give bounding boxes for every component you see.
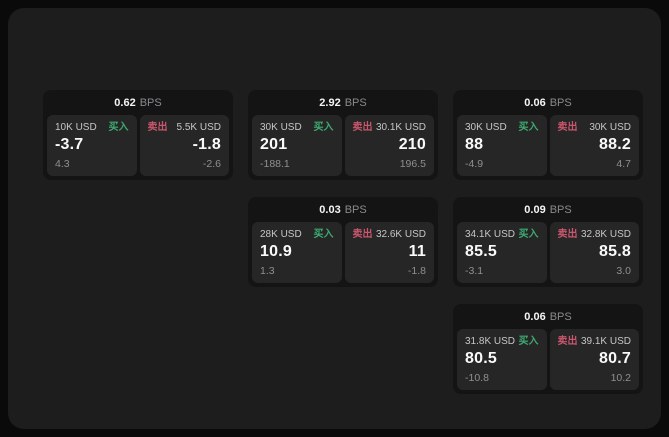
bps-unit-label: BPS (549, 310, 572, 323)
sell-price: 80.7 (599, 350, 631, 367)
buy-tile[interactable]: 28K USD 买入 10.9 1.3 (252, 222, 342, 283)
quote-card: 0.03 BPS 28K USD 买入 10.9 1.3 卖出 32.6K US… (248, 197, 438, 287)
bps-value: 0.62 (114, 96, 136, 109)
bps-header: 0.09 BPS (453, 197, 643, 222)
bps-unit-label: BPS (344, 203, 367, 216)
buy-amount: 34.1K USD (465, 229, 516, 240)
buy-side-label: 买入 (313, 229, 334, 240)
sell-tile[interactable]: 卖出 32.6K USD 11 -1.8 (344, 222, 434, 283)
bps-value: 0.06 (524, 96, 546, 109)
buy-amount: 28K USD (260, 229, 302, 240)
sell-tile[interactable]: 卖出 39.1K USD 80.7 10.2 (549, 329, 639, 390)
buy-amount: 10K USD (55, 122, 97, 133)
quote-body: 30K USD 买入 201 -188.1 卖出 30.1K USD 210 1… (248, 115, 438, 180)
bps-unit-label: BPS (549, 203, 572, 216)
buy-amount: 30K USD (465, 122, 507, 133)
sell-price: 85.8 (599, 243, 631, 260)
sell-tile[interactable]: 卖出 32.8K USD 85.8 3.0 (549, 222, 639, 283)
buy-side-label: 买入 (313, 122, 334, 133)
sell-change: 4.7 (616, 158, 631, 170)
buy-tile[interactable]: 30K USD 买入 88 -4.9 (457, 115, 547, 176)
bps-value: 0.06 (524, 310, 546, 323)
sell-tile[interactable]: 卖出 30K USD 88.2 4.7 (549, 115, 639, 176)
sell-change: -1.8 (407, 265, 426, 277)
sell-amount: 39.1K USD (580, 336, 631, 347)
quote-card: 2.92 BPS 30K USD 买入 201 -188.1 卖出 30.1K … (248, 90, 438, 180)
buy-change: -4.9 (465, 158, 484, 170)
sell-side-label: 卖出 (147, 122, 168, 133)
sell-price: 88.2 (599, 136, 631, 153)
bps-value: 2.92 (319, 96, 341, 109)
quote-card: 0.06 BPS 30K USD 买入 88 -4.9 卖出 30K USD (453, 90, 643, 180)
buy-change: 4.3 (55, 158, 70, 170)
buy-tile[interactable]: 34.1K USD 买入 85.5 -3.1 (457, 222, 547, 283)
sell-change: 3.0 (616, 265, 631, 277)
buy-amount: 31.8K USD (465, 336, 516, 347)
sell-amount: 5.5K USD (176, 122, 221, 133)
sell-side-label: 卖出 (352, 229, 373, 240)
sell-amount: 30K USD (589, 122, 631, 133)
bps-header: 0.06 BPS (453, 90, 643, 115)
buy-change: -188.1 (260, 158, 290, 170)
sell-side-label: 卖出 (352, 122, 373, 133)
buy-tile[interactable]: 10K USD 买入 -3.7 4.3 (47, 115, 137, 176)
buy-price: 85.5 (465, 243, 497, 260)
buy-price: 80.5 (465, 350, 497, 367)
main-panel: 0.62 BPS 10K USD 买入 -3.7 4.3 卖出 5.5K USD (8, 8, 661, 429)
quote-body: 34.1K USD 买入 85.5 -3.1 卖出 32.8K USD 85.8… (453, 222, 643, 287)
quote-body: 28K USD 买入 10.9 1.3 卖出 32.6K USD 11 -1.8 (248, 222, 438, 287)
buy-amount: 30K USD (260, 122, 302, 133)
buy-change: -10.8 (465, 372, 489, 384)
buy-change: -3.1 (465, 265, 484, 277)
quote-card: 0.62 BPS 10K USD 买入 -3.7 4.3 卖出 5.5K USD (43, 90, 233, 180)
sell-side-label: 卖出 (557, 122, 578, 133)
bps-value: 0.03 (319, 203, 341, 216)
sell-amount: 30.1K USD (375, 122, 426, 133)
sell-change: 196.5 (399, 158, 426, 170)
buy-side-label: 买入 (108, 122, 129, 133)
buy-change: 1.3 (260, 265, 275, 277)
bps-header: 0.03 BPS (248, 197, 438, 222)
buy-tile[interactable]: 31.8K USD 买入 80.5 -10.8 (457, 329, 547, 390)
buy-side-label: 买入 (518, 336, 539, 347)
buy-side-label: 买入 (518, 122, 539, 133)
quote-card: 0.06 BPS 31.8K USD 买入 80.5 -10.8 卖出 39.1… (453, 304, 643, 394)
sell-tile[interactable]: 卖出 5.5K USD -1.8 -2.6 (139, 115, 229, 176)
buy-side-label: 买入 (518, 229, 539, 240)
quote-card: 0.09 BPS 34.1K USD 买入 85.5 -3.1 卖出 32.8K… (453, 197, 643, 287)
buy-tile[interactable]: 30K USD 买入 201 -188.1 (252, 115, 342, 176)
sell-price: -1.8 (192, 136, 221, 153)
quote-body: 30K USD 买入 88 -4.9 卖出 30K USD 88.2 4.7 (453, 115, 643, 180)
bps-unit-label: BPS (139, 96, 162, 109)
buy-price: 201 (260, 136, 288, 153)
bps-header: 2.92 BPS (248, 90, 438, 115)
bps-header: 0.62 BPS (43, 90, 233, 115)
quote-body: 31.8K USD 买入 80.5 -10.8 卖出 39.1K USD 80.… (453, 329, 643, 394)
sell-change: 10.2 (610, 372, 631, 384)
sell-change: -2.6 (202, 158, 221, 170)
sell-price: 210 (398, 136, 426, 153)
buy-price: -3.7 (55, 136, 84, 153)
quote-body: 10K USD 买入 -3.7 4.3 卖出 5.5K USD -1.8 -2.… (43, 115, 233, 180)
bps-unit-label: BPS (549, 96, 572, 109)
sell-price: 11 (408, 243, 426, 260)
sell-tile[interactable]: 卖出 30.1K USD 210 196.5 (344, 115, 434, 176)
sell-amount: 32.6K USD (375, 229, 426, 240)
bps-header: 0.06 BPS (453, 304, 643, 329)
buy-price: 88 (465, 136, 484, 153)
sell-side-label: 卖出 (557, 336, 578, 347)
bps-value: 0.09 (524, 203, 546, 216)
bps-unit-label: BPS (344, 96, 367, 109)
sell-amount: 32.8K USD (580, 229, 631, 240)
sell-side-label: 卖出 (557, 229, 578, 240)
buy-price: 10.9 (260, 243, 292, 260)
